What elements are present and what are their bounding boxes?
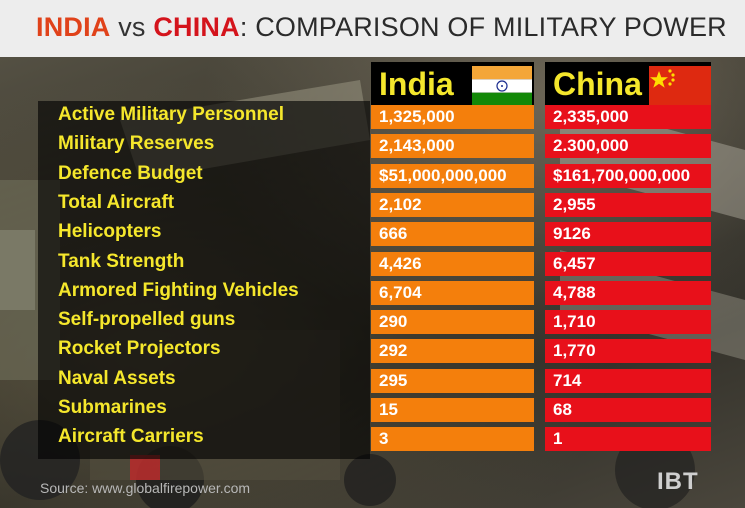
row-label: Rocket Projectors: [58, 338, 221, 360]
india-header-label: India: [379, 66, 454, 102]
row-label: Helicopters: [58, 221, 162, 243]
india-value-cell: 295: [371, 368, 534, 393]
title-china: CHINA: [153, 12, 240, 42]
china-header-label: China: [553, 66, 642, 102]
row-label: Tank Strength: [58, 250, 185, 272]
china-value-cell: 6,457: [545, 251, 711, 276]
india-value-cell: 2,102: [371, 192, 534, 217]
row-label: Total Aircraft: [58, 191, 175, 213]
title-india: INDIA: [36, 12, 111, 42]
china-value-cell: 1,710: [545, 310, 711, 335]
row-label: Military Reserves: [58, 133, 215, 155]
title-bar: INDIA vs CHINA: COMPARISON OF MILITARY P…: [0, 0, 745, 57]
india-value-cell: 292: [371, 339, 534, 364]
row-label: Self-propelled guns: [58, 309, 236, 331]
row-label: Submarines: [58, 397, 167, 418]
page-title: INDIA vs CHINA: COMPARISON OF MILITARY P…: [36, 12, 727, 43]
india-header: India: [371, 62, 534, 106]
india-value-cell: 290: [371, 310, 534, 335]
china-value-cell: 2.300,000: [545, 134, 711, 159]
row-label: Active Military Personnel: [58, 104, 284, 125]
china-value-cell: 68: [545, 398, 711, 422]
china-value-cell: 1,770: [545, 339, 711, 364]
china-value-cell: $161,700,000,000: [545, 163, 711, 188]
india-value-cell: 2,143,000: [371, 134, 534, 159]
india-flag-icon: [472, 66, 532, 106]
title-vs: vs: [110, 12, 154, 42]
india-value-cell: 6,704: [371, 280, 534, 305]
china-flag-icon: [649, 66, 711, 106]
row-label: Defence Budget: [58, 162, 203, 184]
india-value-cell: 1,325,000: [371, 105, 534, 129]
row-label: Naval Assets: [58, 367, 176, 389]
title-subtitle: COMPARISON OF MILITARY POWER: [247, 12, 727, 42]
china-header: China: [545, 62, 711, 106]
row-label: Armored Fighting Vehicles: [58, 279, 299, 301]
china-value-cell: 1: [545, 427, 711, 452]
india-value-cell: 3: [371, 427, 534, 452]
india-value-cell: 15: [371, 398, 534, 422]
india-value-cell: 666: [371, 222, 534, 247]
ibt-logo: IBT: [657, 468, 699, 495]
china-value-cell: 4,788: [545, 280, 711, 305]
china-value-cell: 714: [545, 368, 711, 393]
row-label: Aircraft Carriers: [58, 426, 204, 448]
china-value-cell: 9126: [545, 222, 711, 247]
title-colon: :: [239, 12, 248, 42]
india-value-cell: $51,000,000,000: [371, 163, 534, 188]
china-value-cell: 2,955: [545, 192, 711, 217]
china-value-cell: 2,335,000: [545, 105, 711, 129]
source-note: Source: www.globalfirepower.com: [40, 480, 251, 496]
india-value-cell: 4,426: [371, 251, 534, 276]
row-labels-panel: [38, 101, 370, 459]
